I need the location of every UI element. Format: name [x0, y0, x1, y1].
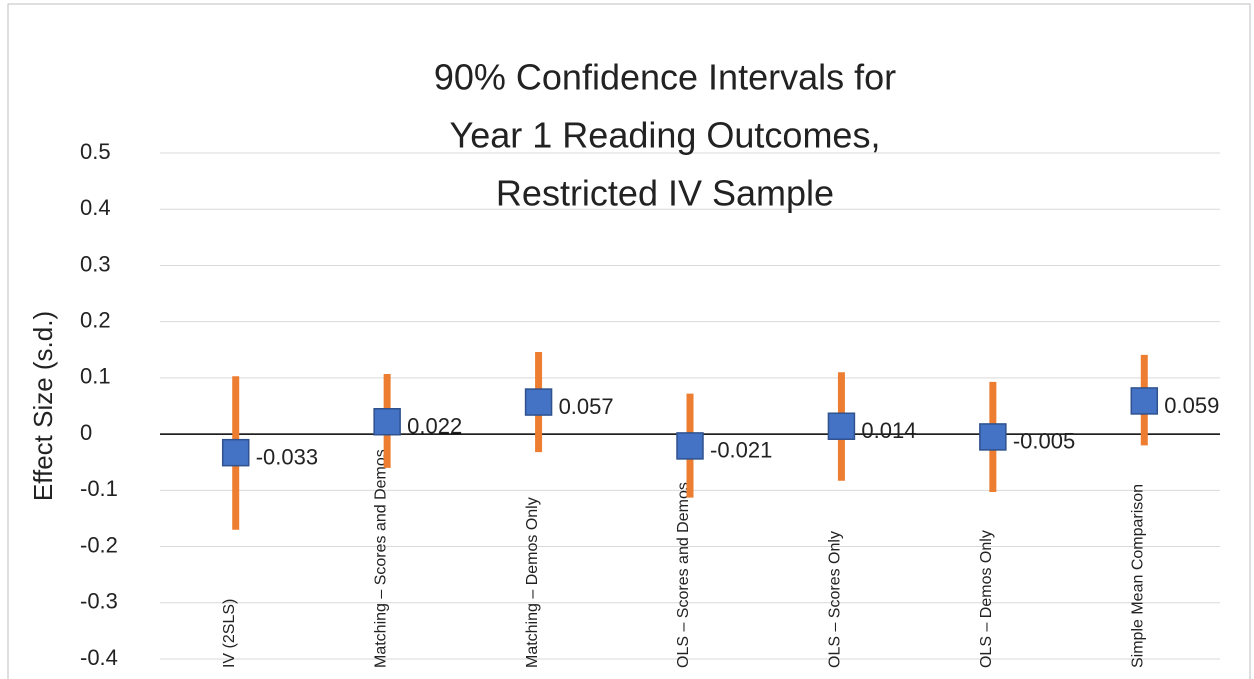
x-tick-label: OLS – Scores Only: [827, 531, 844, 668]
value-label: -0.033: [256, 444, 318, 469]
y-tick-label: 0.5: [80, 139, 111, 164]
chart-title: Year 1 Reading Outcomes,: [450, 115, 881, 156]
value-label: 0.014: [861, 418, 916, 443]
chart-title: 90% Confidence Intervals for: [434, 57, 896, 98]
point-estimate: [827, 412, 856, 440]
y-tick-label: 0.4: [80, 195, 111, 220]
value-label: 0.057: [559, 394, 614, 419]
y-tick-label: -0.4: [80, 645, 118, 670]
x-tick-label: Matching – Scores and Demos: [372, 449, 389, 668]
point-estimate: [221, 438, 250, 467]
value-label: -0.005: [1013, 429, 1075, 454]
y-tick-label: -0.1: [80, 476, 118, 501]
x-tick-label: OLS – Demos Only: [978, 530, 995, 668]
value-label: 0.059: [1164, 393, 1219, 418]
x-tick-label: IV (2SLS): [221, 599, 238, 668]
y-tick-label: 0.1: [80, 364, 111, 389]
x-tick-label: Matching – Demos Only: [524, 497, 541, 668]
point-estimate: [1130, 387, 1159, 415]
x-tick-label: Simple Mean Comparison: [1130, 484, 1147, 668]
value-label: 0.022: [407, 414, 462, 439]
chart-title: Restricted IV Sample: [496, 173, 834, 214]
point-estimate: [373, 407, 401, 436]
value-label: -0.021: [710, 438, 772, 463]
y-tick-label: 0: [80, 420, 92, 445]
y-tick-label: -0.2: [80, 532, 118, 557]
x-tick-label: OLS – Scores and Demos: [675, 482, 692, 668]
y-tick-label: -0.3: [80, 589, 118, 614]
y-tick-label: 0.3: [80, 251, 111, 276]
y-tick-label: 0.2: [80, 307, 111, 332]
point-estimate: [524, 388, 553, 416]
point-estimate: [979, 423, 1007, 451]
point-estimate: [676, 432, 704, 460]
chart-frame: [7, 3, 1251, 679]
y-axis-label: Effect Size (s.d.): [28, 311, 58, 501]
